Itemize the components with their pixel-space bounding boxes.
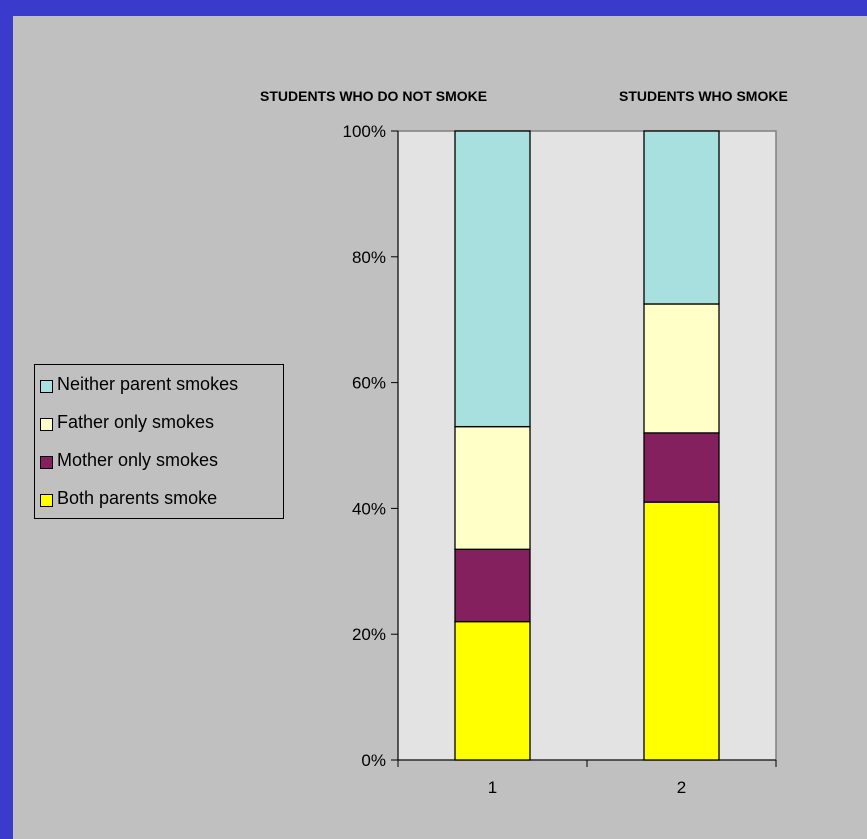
x-tick-label: 2 (677, 778, 686, 797)
bar-segment (454, 425, 531, 550)
legend-swatch (40, 456, 53, 469)
chart-title-non-smokers: STUDENTS WHO DO NOT SMOKE (260, 88, 488, 104)
y-tick-label: 0% (361, 751, 386, 770)
bar-segment (643, 130, 720, 305)
chart-title-smokers: STUDENTS WHO SMOKE (619, 88, 788, 104)
bar-segment (454, 620, 531, 761)
chart-area: STUDENTS WHO DO NOT SMOKE STUDENTS WHO S… (13, 16, 867, 839)
legend-item: Mother only smokes (35, 450, 283, 488)
legend-item: Both parents smoke (35, 488, 283, 526)
stacked-bar-chart: 0% 20% 40% 60% 80% 100% 1 2 (343, 122, 777, 797)
bar-segment (454, 130, 531, 428)
legend-label: Mother only smokes (57, 450, 219, 470)
x-tick-label: 1 (488, 778, 497, 797)
bar-segment (643, 501, 720, 761)
legend-item: Neither parent smokes (35, 374, 283, 412)
legend-label: Both parents smoke (57, 488, 218, 508)
legend-swatch (40, 380, 53, 393)
y-tick-label: 100% (343, 122, 386, 141)
bar-segment (643, 303, 720, 434)
legend-swatch (40, 418, 53, 431)
y-tick-label: 20% (352, 625, 386, 644)
legend: Neither parent smokes Father only smokes M… (34, 364, 284, 519)
legend-swatch (40, 494, 53, 507)
legend-label: Neither parent smokes (57, 374, 239, 394)
legend-label: Father only smokes (57, 412, 215, 432)
y-tick-label: 40% (352, 499, 386, 518)
y-tick-label: 80% (352, 248, 386, 267)
bar-segment (643, 432, 720, 503)
y-tick-label: 60% (352, 374, 386, 393)
legend-item: Father only smokes (35, 412, 283, 450)
bar-segment (454, 548, 531, 623)
